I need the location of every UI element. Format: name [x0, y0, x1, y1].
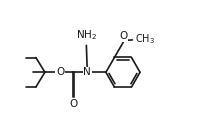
Text: NH$_2$: NH$_2$ — [76, 28, 97, 42]
Text: CH$_3$: CH$_3$ — [135, 32, 155, 46]
Text: O: O — [56, 67, 64, 77]
Text: O: O — [119, 31, 128, 41]
Text: O: O — [69, 99, 78, 109]
Text: N: N — [83, 67, 91, 77]
